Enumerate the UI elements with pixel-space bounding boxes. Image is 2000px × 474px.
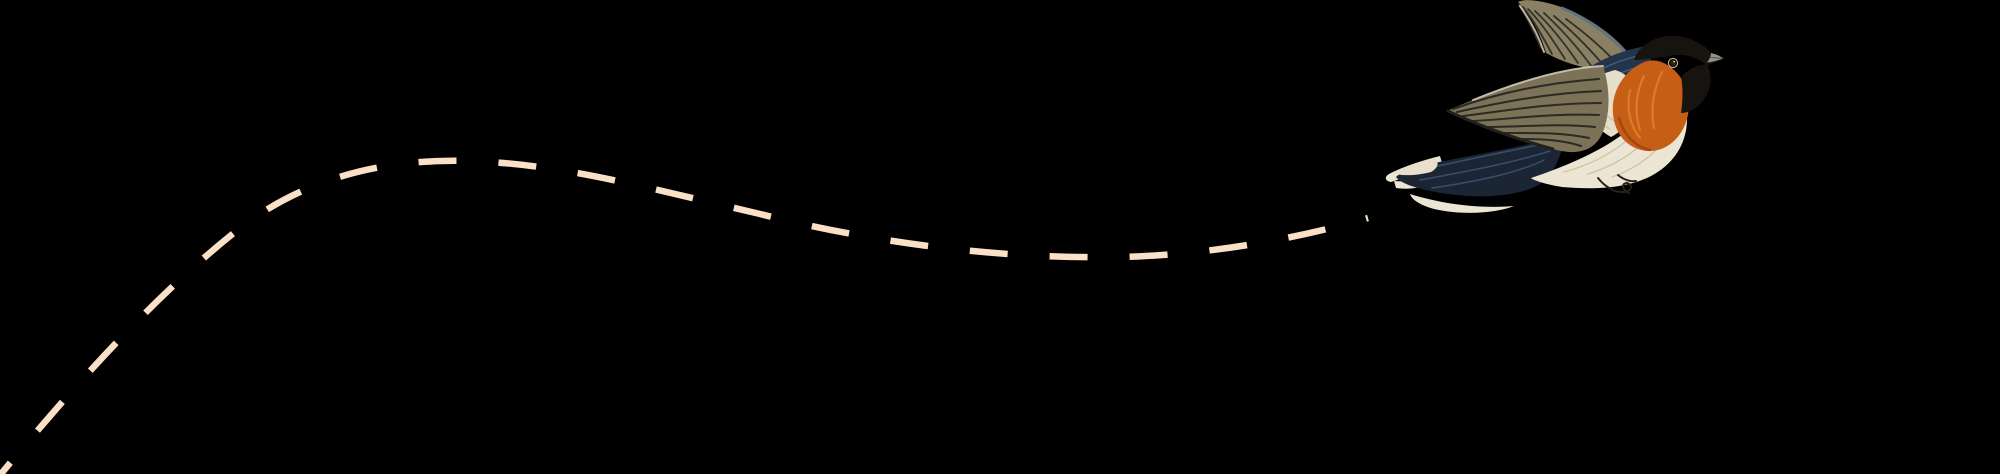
bird-eye-ring <box>1667 57 1679 69</box>
bird-eye-glint <box>1673 60 1676 63</box>
bird-tail <box>1385 136 1564 213</box>
bird-feet <box>1597 174 1637 194</box>
bird-near-wing <box>1446 65 1609 153</box>
bird-cheek-stripe <box>1681 64 1711 113</box>
bird-illustration <box>1385 0 1724 213</box>
flight-path <box>0 157 1369 474</box>
bird-head <box>1634 35 1724 113</box>
bird-cap <box>1634 35 1721 66</box>
bird-eye <box>1670 60 1676 66</box>
bird-chest <box>1612 60 1689 152</box>
